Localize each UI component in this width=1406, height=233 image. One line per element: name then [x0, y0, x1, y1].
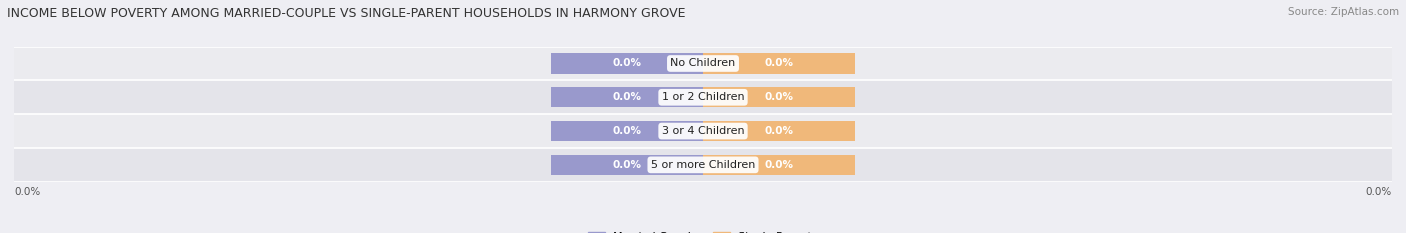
Bar: [703, 121, 855, 141]
Text: 0.0%: 0.0%: [765, 126, 793, 136]
Text: Source: ZipAtlas.com: Source: ZipAtlas.com: [1288, 7, 1399, 17]
Legend: Married Couples, Single Parents: Married Couples, Single Parents: [583, 227, 823, 233]
Text: 0.0%: 0.0%: [765, 160, 793, 170]
Bar: [14, 80, 1392, 114]
Text: 0.0%: 0.0%: [765, 58, 793, 69]
Bar: [14, 114, 1392, 148]
Text: 3 or 4 Children: 3 or 4 Children: [662, 126, 744, 136]
Bar: [551, 155, 703, 175]
Text: No Children: No Children: [671, 58, 735, 69]
Bar: [14, 47, 1392, 80]
Text: 0.0%: 0.0%: [14, 187, 41, 197]
Text: 0.0%: 0.0%: [613, 126, 641, 136]
Text: 0.0%: 0.0%: [613, 160, 641, 170]
Text: 5 or more Children: 5 or more Children: [651, 160, 755, 170]
Text: 1 or 2 Children: 1 or 2 Children: [662, 92, 744, 102]
Bar: [551, 87, 703, 107]
Bar: [551, 53, 703, 74]
Text: 0.0%: 0.0%: [765, 92, 793, 102]
Text: 0.0%: 0.0%: [1365, 187, 1392, 197]
Text: 0.0%: 0.0%: [613, 58, 641, 69]
Bar: [14, 148, 1392, 182]
Bar: [703, 87, 855, 107]
Bar: [703, 53, 855, 74]
Text: INCOME BELOW POVERTY AMONG MARRIED-COUPLE VS SINGLE-PARENT HOUSEHOLDS IN HARMONY: INCOME BELOW POVERTY AMONG MARRIED-COUPL…: [7, 7, 686, 20]
Text: 0.0%: 0.0%: [613, 92, 641, 102]
Bar: [703, 155, 855, 175]
Bar: [551, 121, 703, 141]
